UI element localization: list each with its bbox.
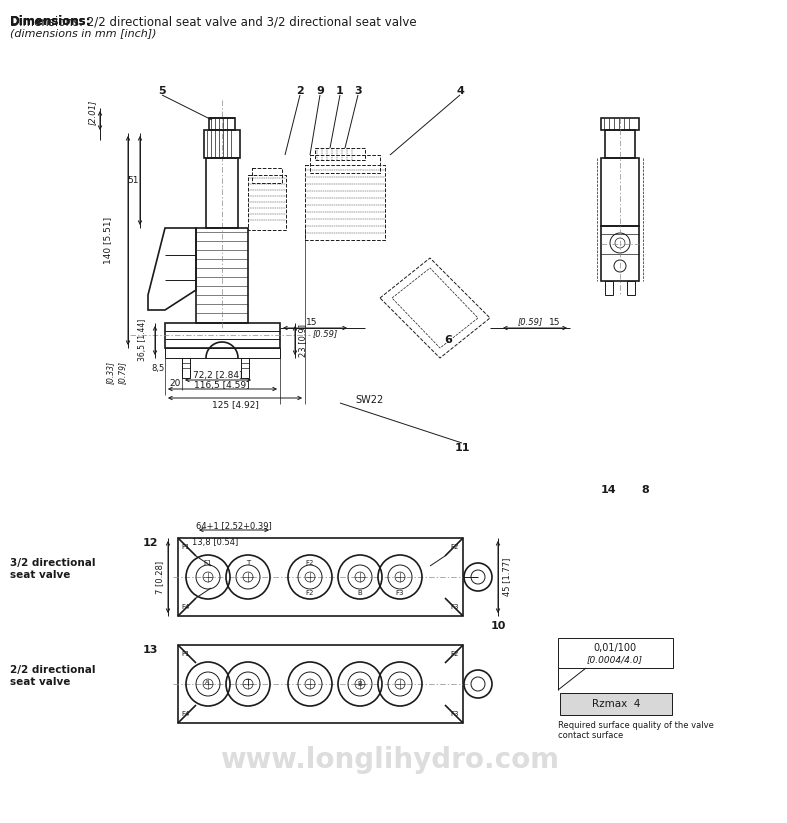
Text: 23 [0.9]: 23 [0.9] — [298, 323, 308, 356]
Bar — [605, 130, 635, 158]
Bar — [196, 228, 248, 323]
Text: SW22: SW22 — [356, 395, 384, 405]
Text: 36,5 [1.44]: 36,5 [1.44] — [138, 319, 146, 361]
Text: 51: 51 — [127, 175, 139, 184]
Text: 12: 12 — [142, 538, 157, 548]
Text: F1: F1 — [182, 544, 190, 550]
Text: 2: 2 — [296, 86, 304, 96]
Text: Dimensions:: Dimensions: — [10, 15, 91, 28]
Text: T: T — [246, 680, 250, 689]
Text: A: A — [205, 681, 209, 686]
Text: 8,5: 8,5 — [151, 364, 164, 373]
Text: F3: F3 — [396, 590, 405, 596]
Text: 13: 13 — [142, 645, 157, 655]
Bar — [252, 168, 282, 183]
Text: 14: 14 — [600, 485, 615, 495]
Text: [0.79]: [0.79] — [117, 360, 127, 384]
Text: F1: F1 — [182, 651, 190, 657]
Bar — [165, 323, 280, 348]
Text: F2: F2 — [306, 590, 314, 596]
Text: 1: 1 — [336, 86, 344, 96]
Text: T: T — [246, 560, 250, 566]
Text: 6: 6 — [444, 335, 452, 345]
Text: F2: F2 — [451, 651, 459, 657]
Text: Required surface quality of the valve
contact surface: Required surface quality of the valve co… — [558, 721, 714, 741]
Text: F1: F1 — [204, 560, 212, 566]
Bar — [315, 148, 365, 160]
Bar — [206, 158, 238, 228]
Bar — [178, 538, 463, 616]
Text: 20: 20 — [169, 379, 181, 388]
Text: www.longlihydro.com: www.longlihydro.com — [220, 746, 560, 774]
Text: F2: F2 — [306, 560, 314, 566]
Text: F2: F2 — [451, 544, 459, 550]
Bar — [601, 158, 639, 226]
Bar — [558, 638, 673, 668]
Bar — [248, 175, 286, 230]
Text: 0,01/100: 0,01/100 — [593, 643, 637, 653]
Text: 8: 8 — [641, 485, 648, 495]
Text: [0.0004/4.0]: [0.0004/4.0] — [587, 655, 643, 664]
Text: Dimensions:: Dimensions: — [10, 15, 91, 28]
Text: [2.01]: [2.01] — [87, 100, 97, 124]
Text: 11: 11 — [454, 443, 470, 453]
Text: [0.59]: [0.59] — [312, 329, 338, 338]
Text: 45 [1.77]: 45 [1.77] — [503, 558, 512, 596]
Text: 64+1 [2.52+0.39]: 64+1 [2.52+0.39] — [196, 522, 272, 531]
Bar — [601, 226, 639, 281]
Text: 125 [4.92]: 125 [4.92] — [212, 401, 258, 410]
Bar — [209, 118, 235, 130]
Text: 72,2 [2.84]: 72,2 [2.84] — [194, 370, 242, 379]
Text: 5: 5 — [158, 86, 166, 96]
Text: B: B — [357, 681, 362, 687]
Bar — [605, 281, 613, 295]
Bar — [305, 165, 385, 240]
Text: 9: 9 — [316, 86, 324, 96]
Text: 116,5 [4.59]: 116,5 [4.59] — [194, 380, 249, 389]
Text: F3: F3 — [451, 604, 460, 610]
Bar — [204, 130, 240, 158]
Text: 140 [5.51]: 140 [5.51] — [104, 216, 113, 263]
Text: F4: F4 — [182, 711, 190, 717]
Text: B: B — [357, 590, 362, 596]
Text: 13,8 [0.54]: 13,8 [0.54] — [192, 537, 238, 546]
Text: Rzmax  4: Rzmax 4 — [592, 699, 640, 709]
Text: 15: 15 — [306, 318, 318, 327]
Text: 4: 4 — [456, 86, 464, 96]
Text: (dimensions in mm [inch]): (dimensions in mm [inch]) — [10, 28, 157, 38]
Text: [0.33]: [0.33] — [105, 360, 114, 384]
Text: 15: 15 — [549, 318, 561, 327]
Bar — [560, 693, 672, 715]
Bar — [601, 118, 639, 130]
Text: 2/2 directional
seat valve: 2/2 directional seat valve — [10, 665, 95, 686]
Bar — [182, 358, 190, 378]
Bar — [310, 155, 380, 173]
Text: F4: F4 — [182, 604, 190, 610]
Bar — [165, 348, 280, 358]
Bar — [241, 358, 249, 378]
Text: 3/2 directional
seat valve: 3/2 directional seat valve — [10, 558, 95, 579]
Text: 7 [0.28]: 7 [0.28] — [156, 560, 164, 593]
Text: F3: F3 — [451, 711, 460, 717]
Text: 10: 10 — [490, 621, 506, 631]
Bar — [627, 281, 635, 295]
Text: Dimensions: 2/2 directional seat valve and 3/2 directional seat valve: Dimensions: 2/2 directional seat valve a… — [10, 15, 416, 28]
Bar — [178, 645, 463, 723]
Text: [0.59]: [0.59] — [517, 318, 542, 327]
Text: 3: 3 — [354, 86, 362, 96]
